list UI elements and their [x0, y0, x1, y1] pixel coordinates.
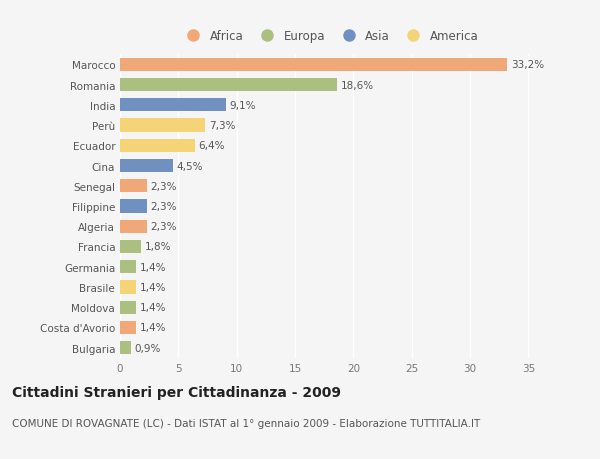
Bar — [120, 59, 508, 72]
Bar — [120, 321, 136, 334]
Text: 2,3%: 2,3% — [151, 202, 177, 212]
Text: 4,5%: 4,5% — [176, 161, 203, 171]
Bar — [120, 160, 173, 173]
Text: 1,4%: 1,4% — [140, 302, 166, 313]
Text: 6,4%: 6,4% — [198, 141, 224, 151]
Bar — [120, 341, 131, 354]
Text: 2,3%: 2,3% — [151, 181, 177, 191]
Text: COMUNE DI ROVAGNATE (LC) - Dati ISTAT al 1° gennaio 2009 - Elaborazione TUTTITAL: COMUNE DI ROVAGNATE (LC) - Dati ISTAT al… — [12, 418, 480, 428]
Text: Cittadini Stranieri per Cittadinanza - 2009: Cittadini Stranieri per Cittadinanza - 2… — [12, 386, 341, 399]
Legend: Africa, Europa, Asia, America: Africa, Europa, Asia, America — [181, 30, 479, 43]
Bar — [120, 180, 147, 193]
Bar — [120, 119, 205, 132]
Bar — [120, 99, 226, 112]
Bar — [120, 79, 337, 92]
Bar — [120, 281, 136, 294]
Text: 18,6%: 18,6% — [341, 80, 374, 90]
Bar — [120, 261, 136, 274]
Text: 7,3%: 7,3% — [209, 121, 235, 131]
Bar — [120, 200, 147, 213]
Text: 1,4%: 1,4% — [140, 282, 166, 292]
Text: 0,9%: 0,9% — [134, 343, 160, 353]
Bar — [120, 241, 141, 253]
Text: 2,3%: 2,3% — [151, 222, 177, 232]
Bar — [120, 220, 147, 233]
Text: 1,4%: 1,4% — [140, 262, 166, 272]
Text: 9,1%: 9,1% — [230, 101, 256, 111]
Text: 1,8%: 1,8% — [145, 242, 171, 252]
Bar — [120, 301, 136, 314]
Text: 1,4%: 1,4% — [140, 323, 166, 333]
Text: 33,2%: 33,2% — [511, 60, 544, 70]
Bar — [120, 140, 194, 152]
